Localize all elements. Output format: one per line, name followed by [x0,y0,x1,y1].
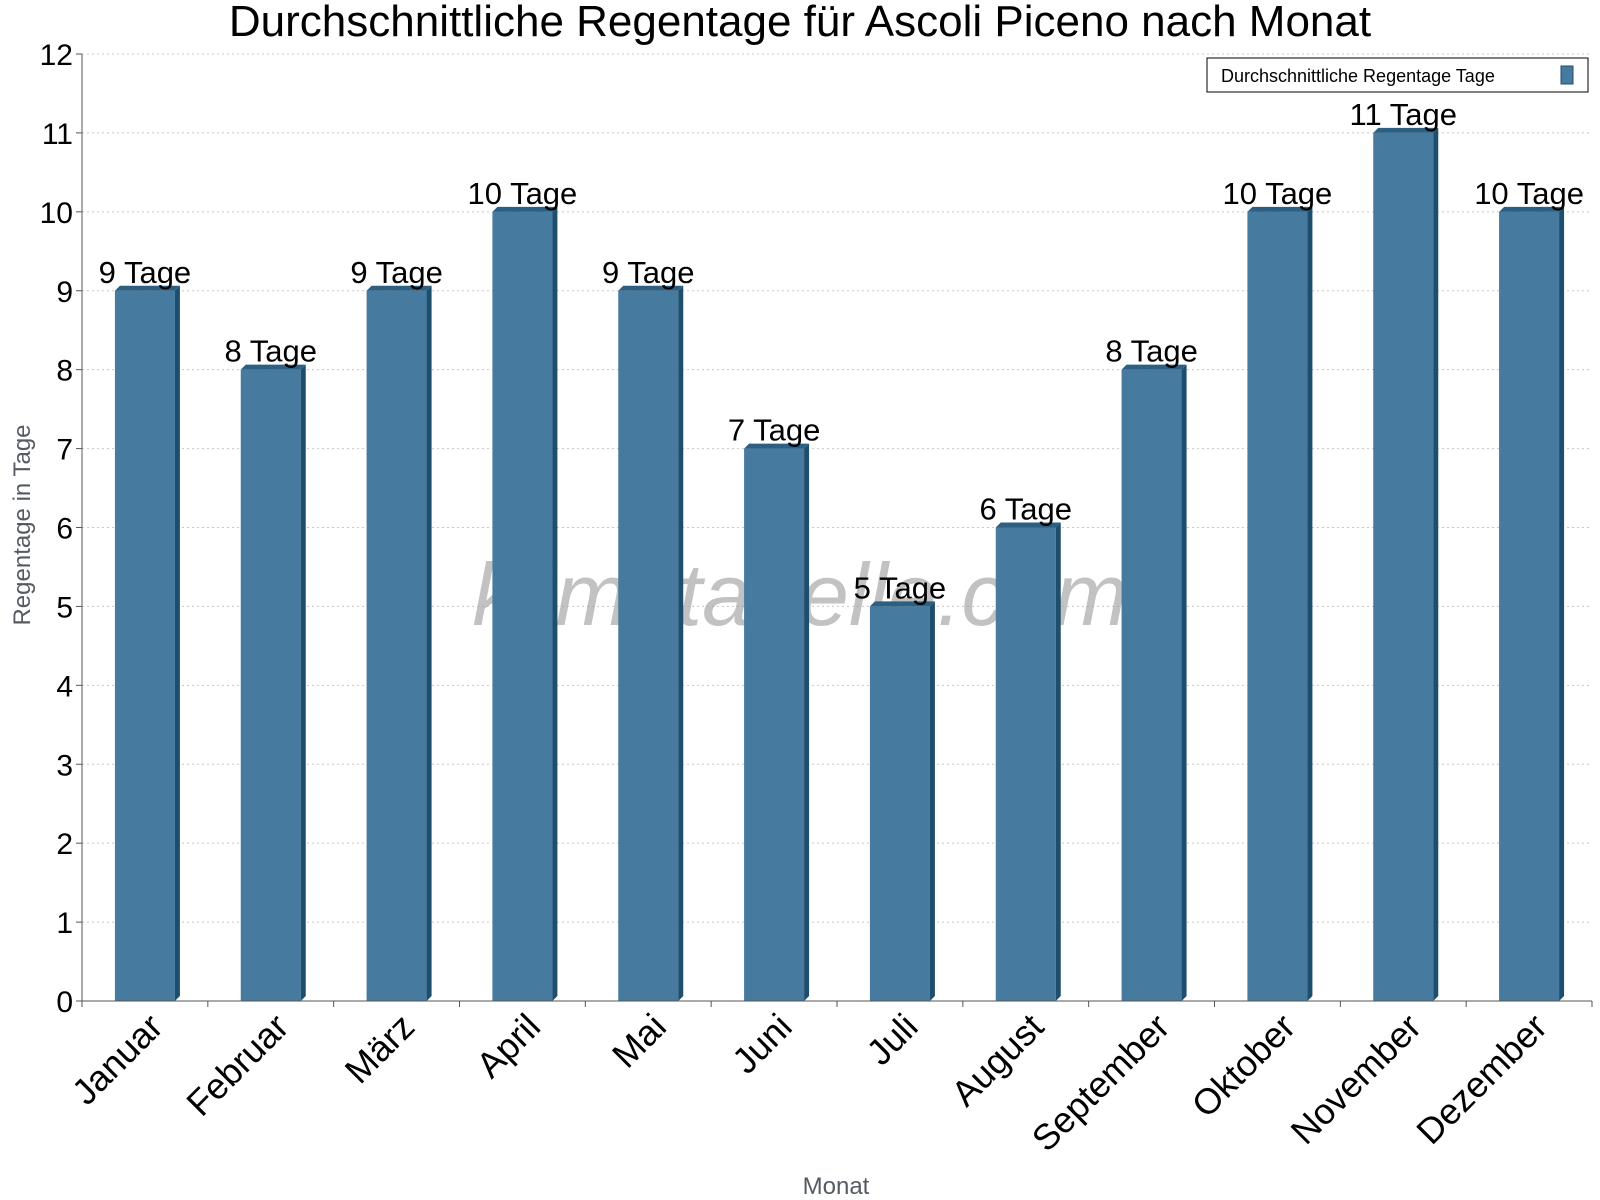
data-label: 9 Tage [602,255,695,290]
bar-top [1121,364,1187,370]
y-tick-label: 1 [56,907,73,940]
bar-top [1499,206,1565,212]
bar-front [1499,211,1560,1002]
data-label: 5 Tage [854,570,947,605]
bar-side [1307,206,1313,1002]
data-label: 8 Tage [1105,334,1198,369]
bar-top [366,285,432,291]
x-tick-label: Februar [178,1006,296,1124]
bar-front [1247,211,1308,1002]
bar-front [1121,369,1182,1002]
bar-front [240,369,301,1002]
x-tick-label: Januar [64,1006,171,1113]
data-label: 8 Tage [224,334,317,369]
y-tick-label: 11 [42,118,73,151]
bar-front [995,527,1056,1001]
x-tick-label: August [943,1006,1051,1114]
bar-märz [366,285,432,1001]
data-label: 9 Tage [350,255,443,290]
data-label: 7 Tage [728,413,821,448]
bars [114,127,1565,1002]
x-tick-label: Juni [724,1006,800,1082]
y-tick-label: 6 [56,513,73,546]
y-tick-label: 5 [56,591,73,624]
bar-oktober [1247,206,1313,1002]
bar-januar [114,285,180,1001]
y-axis-title: Regentage in Tage [9,424,36,625]
bar-side [552,206,558,1002]
grid-lines [82,53,1592,923]
bar-februar [240,364,306,1002]
y-tick-label: 10 [40,197,73,230]
x-tick-labels: Januar Februar März April Mai Juni Juli AugustS… [64,1006,1555,1160]
bar-side [174,285,180,1001]
data-label: 10 Tage [1474,176,1584,211]
bar-september [1121,364,1187,1002]
bar-top [492,206,558,212]
bar-top [869,601,935,607]
bar-dezember [1499,206,1565,1002]
bar-front [618,290,679,1001]
bar-side [1181,364,1187,1002]
legend-swatch [1560,65,1574,85]
data-label: 6 Tage [979,492,1072,527]
data-label: 10 Tage [468,176,578,211]
bar-side [678,285,684,1001]
legend[interactable]: Durchschnittliche Regentage Tage [1206,57,1589,93]
bar-front [366,290,427,1001]
bar-april [492,206,558,1002]
bar-side [426,285,432,1001]
data-label: 9 Tage [99,255,192,290]
y-tick-label: 2 [56,828,73,861]
bar-side [1055,522,1061,1001]
y-tick-label: 3 [56,749,73,782]
legend-box [1206,57,1589,93]
bar-top [995,522,1061,528]
data-labels: 9 Tage 8 Tage 9 Tage 10 Tage 9 Tage 7 Tage 5 T… [99,97,1584,606]
x-axis-title: Monat [803,1173,870,1200]
x-tick-label: Juli [858,1006,925,1073]
bar-front [492,211,553,1002]
legend-label: Durchschnittliche Regentage Tage [1221,66,1495,86]
y-tick-label: 4 [56,670,73,703]
bar-november [1373,127,1439,1001]
bar-juli [869,601,935,1001]
x-tick-label: Dezember [1408,1006,1554,1152]
bar-front [744,448,805,1001]
chart-title: Durchschnittliche Regentage für Ascoli P… [229,0,1371,46]
y-tick-label: 12 [40,39,73,72]
bar-front [1373,132,1434,1001]
axes [76,53,1593,1007]
bar-top [1373,127,1439,133]
x-tick-label: Mai [604,1006,674,1076]
bar-side [1433,127,1439,1001]
bar-juni [744,443,810,1001]
bar-top [618,285,684,291]
y-tick-label: 9 [56,276,73,309]
y-tick-label: 7 [56,434,73,467]
bar-top [114,285,180,291]
bar-mai [618,285,684,1001]
bar-front [869,606,930,1001]
bar-august [995,522,1061,1001]
bar-top [240,364,306,370]
x-tick-label: Oktober [1184,1006,1304,1126]
bar-top [744,443,810,449]
data-label: 11 Tage [1350,97,1457,132]
y-tick-label: 0 [56,986,73,1019]
bar-side [300,364,306,1002]
bar-front [114,290,175,1001]
x-tick-label: März [337,1006,423,1092]
bar-top [1247,206,1313,212]
x-tick-label: April [468,1006,548,1086]
x-tick-label: September [1024,1006,1178,1160]
data-label: 10 Tage [1223,176,1333,211]
bar-side [929,601,935,1001]
bar-side [1559,206,1565,1002]
x-tick-label: November [1282,1006,1428,1152]
y-tick-label: 8 [56,355,73,388]
bar-side [804,443,810,1001]
